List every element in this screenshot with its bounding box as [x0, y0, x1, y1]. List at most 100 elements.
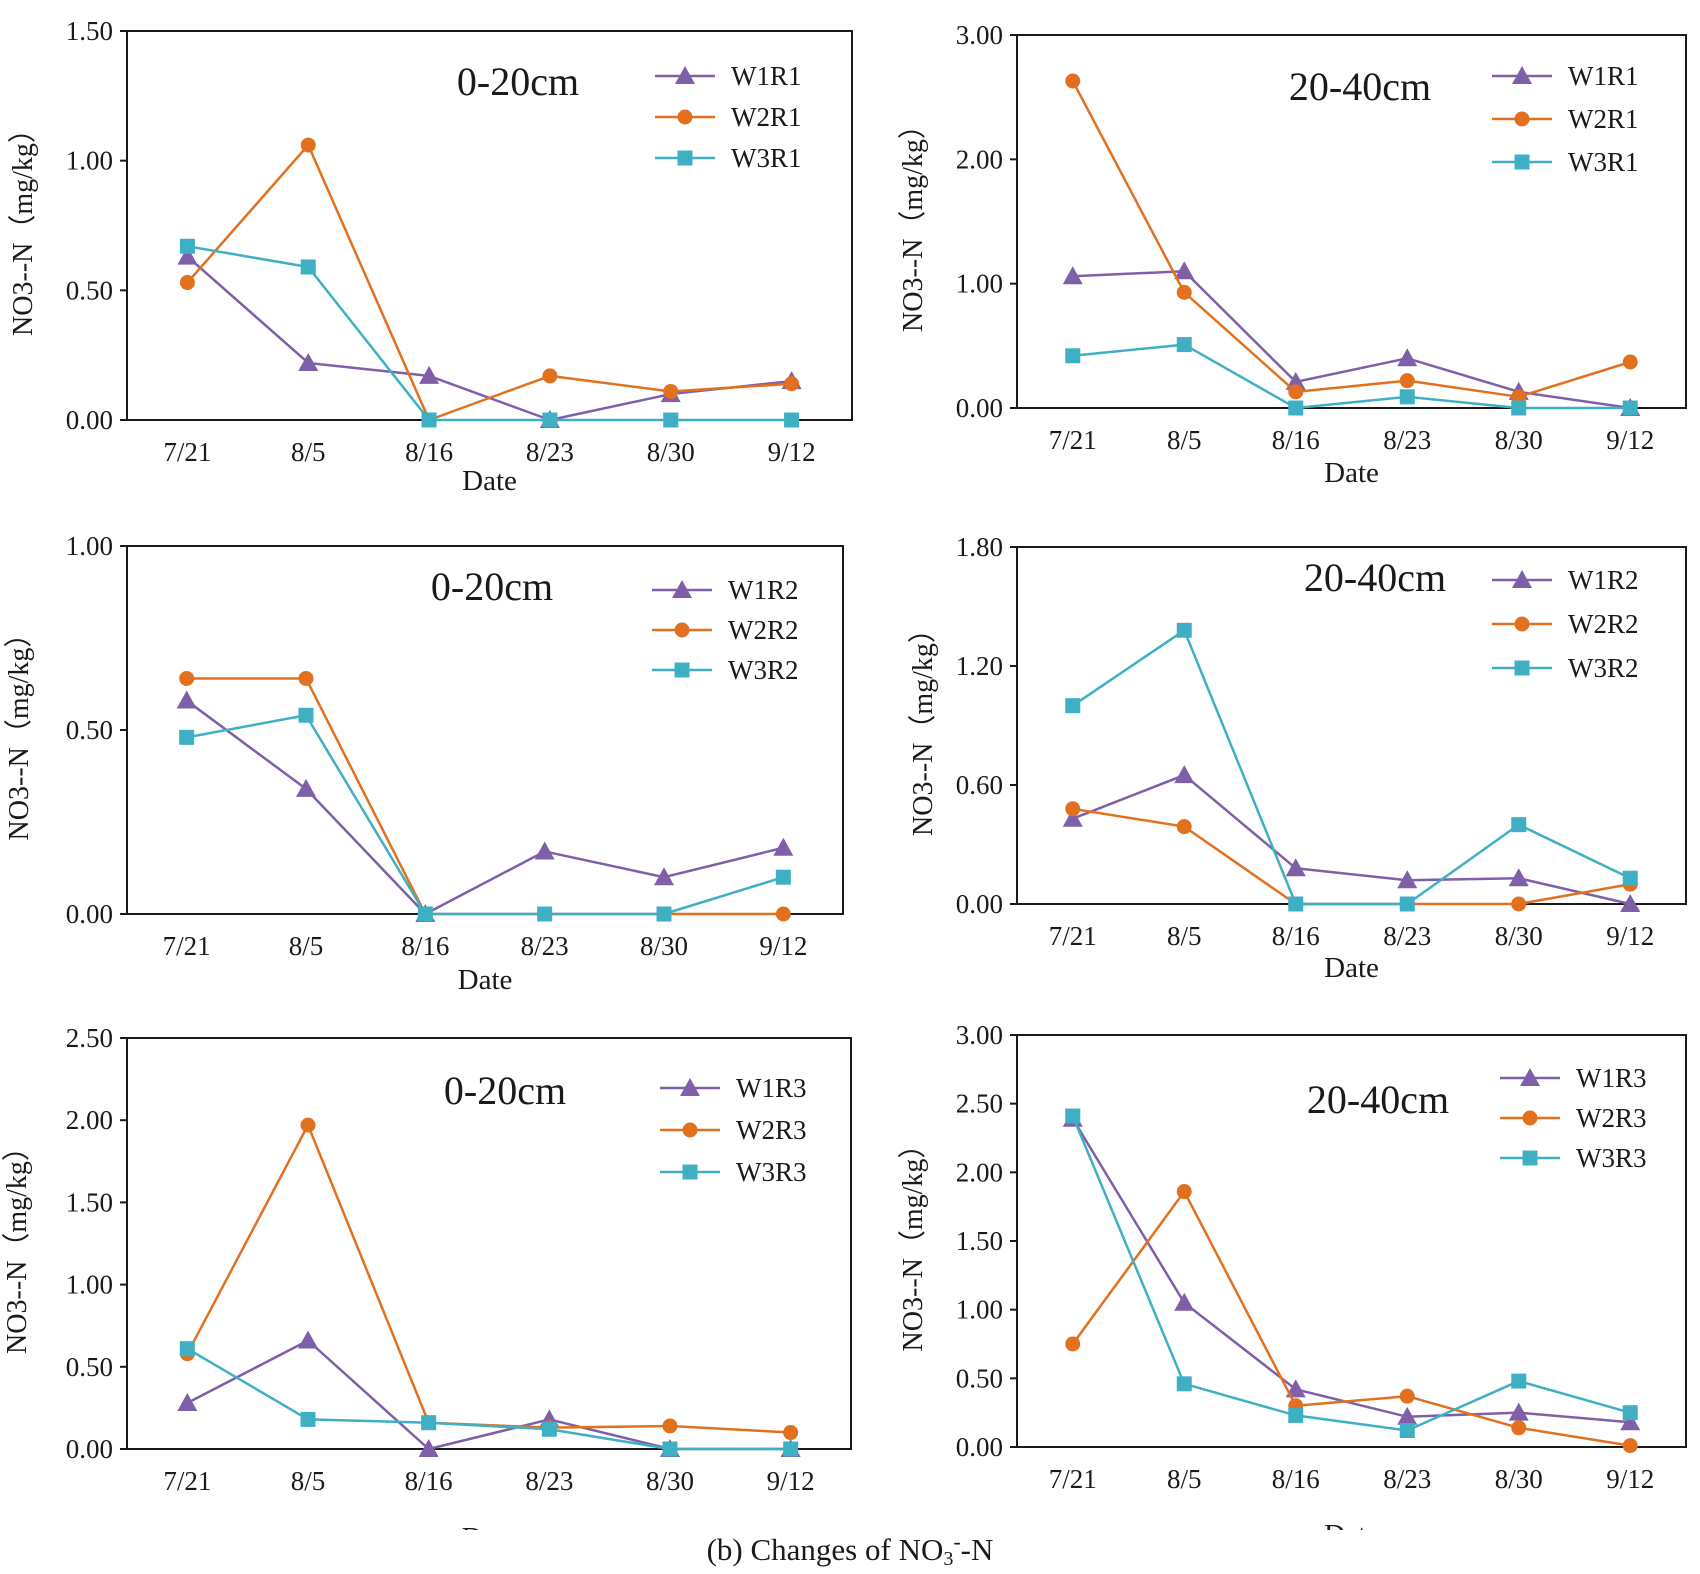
legend-marker	[677, 109, 693, 125]
y-tick-label: 1.00	[66, 146, 113, 176]
series-line-W3R3	[1071, 1115, 1631, 1432]
y-tick-label: 0.60	[956, 770, 1003, 800]
x-tick-label: 7/21	[163, 437, 211, 467]
data-point-W2R3-8-5	[1176, 1184, 1192, 1200]
series-line-W3R1	[1072, 343, 1631, 410]
series-line-W3R3	[186, 1347, 791, 1451]
data-point-W3R3-8-23	[1399, 1423, 1415, 1439]
data-point-W2R2-8-5	[1176, 819, 1192, 835]
data-point-W1R2-7-21	[1062, 808, 1083, 827]
legend-marker	[682, 1164, 698, 1180]
x-tick-label: 8/5	[1167, 1464, 1202, 1494]
data-point-W1R3-8-16	[1285, 1379, 1306, 1398]
y-tick-label: 2.00	[956, 1157, 1003, 1187]
legend-marker	[674, 622, 690, 638]
legend-marker	[675, 66, 695, 84]
legend-label-W3R3: W3R3	[736, 1157, 807, 1187]
data-point-W3R2-8-5	[298, 707, 314, 723]
x-tick-label: 9/12	[767, 1466, 815, 1496]
data-point-W3R2-8-16	[1288, 896, 1304, 912]
data-point-W2R1-8-16	[1288, 384, 1304, 400]
y-axis-label: NO3--N（mg/kg）	[3, 620, 35, 841]
data-point-W1R1-8-5	[1174, 261, 1195, 280]
x-axis-label: Date	[1324, 952, 1379, 984]
y-tick-label: 1.50	[956, 1226, 1003, 1256]
series-line-W1R3	[1071, 1118, 1631, 1424]
y-tick-label: 0.50	[956, 1363, 1003, 1393]
plot-area-frame	[1016, 34, 1687, 409]
data-point-W1R1-8-16	[1285, 371, 1306, 390]
legend-label-W1R2: W1R2	[728, 575, 799, 605]
data-point-W3R1-8-5	[1176, 337, 1192, 353]
x-tick-label: 8/30	[1495, 425, 1543, 455]
x-tick-label: 8/16	[1272, 425, 1320, 455]
y-tick-label: 0.00	[956, 1432, 1003, 1462]
data-point-W3R1-8-30	[663, 412, 679, 428]
x-tick-label: 8/23	[525, 1466, 573, 1496]
x-axis-label: Date	[1324, 457, 1379, 489]
y-axis-label: NO3--N（mg/kg）	[897, 111, 929, 332]
data-point-W3R2-8-16	[417, 906, 433, 922]
legend-marker	[1512, 570, 1532, 588]
legend-label-W1R1: W1R1	[731, 61, 802, 91]
data-point-W2R1-7-21	[179, 275, 195, 291]
panel-title: 20-40cm	[1289, 64, 1431, 109]
data-point-W3R3-7-21	[1065, 1108, 1081, 1124]
legend-marker	[1514, 616, 1530, 632]
data-point-W2R1-9-12	[784, 376, 800, 392]
data-point-W2R2-9-12	[775, 906, 791, 922]
y-tick-label: 3.00	[956, 1020, 1003, 1050]
y-tick-label: 1.00	[66, 531, 113, 561]
legend-label-W1R3: W1R3	[1576, 1063, 1647, 1093]
legend-marker	[677, 150, 693, 166]
data-point-W2R1-8-30	[663, 383, 679, 399]
data-point-W2R2-8-30	[1511, 896, 1527, 912]
data-point-W1R2-8-16	[1285, 858, 1306, 877]
data-point-W1R2-8-5	[296, 778, 316, 797]
data-point-W1R3-8-30	[1508, 1402, 1529, 1421]
x-tick-label: 7/21	[1049, 425, 1097, 455]
series-line-W3R2	[1072, 629, 1631, 906]
legend-marker	[680, 1078, 700, 1096]
legend-label-W1R3: W1R3	[736, 1073, 807, 1103]
x-tick-label: 8/16	[1272, 921, 1320, 951]
data-point-W3R2-8-23	[1399, 896, 1415, 912]
y-tick-label: 2.50	[66, 1023, 113, 1053]
data-point-W3R3-7-21	[179, 1341, 195, 1357]
data-point-W1R3-8-5	[1174, 1292, 1195, 1311]
panel-title: 20-40cm	[1307, 1077, 1449, 1122]
y-tick-label: 3.00	[956, 20, 1003, 50]
x-tick-label: 7/21	[163, 931, 211, 961]
legend-label-W3R2: W3R2	[1568, 653, 1639, 683]
legend-marker	[1514, 111, 1530, 127]
legend-label-W3R3: W3R3	[1576, 1143, 1647, 1173]
y-tick-label: 1.80	[956, 532, 1003, 562]
data-point-W3R1-8-23	[1399, 389, 1415, 405]
data-point-W2R3-9-12	[783, 1425, 799, 1441]
data-point-W3R1-7-21	[179, 238, 195, 254]
chart-panel-5: 0.00 0.50 1.00 1.50 2.00 2.50 7/21 8/5 8/16 8/23 8…	[1, 1023, 852, 1530]
legend-label-W2R2: W2R2	[728, 615, 799, 645]
panel-title: 0-20cm	[444, 1068, 566, 1113]
data-point-W2R3-7-21	[1065, 1336, 1081, 1352]
legend-label-W3R2: W3R2	[728, 655, 799, 685]
y-tick-label: 1.50	[66, 1187, 113, 1217]
x-tick-label: 8/16	[1272, 1464, 1320, 1494]
x-tick-label: 8/16	[401, 931, 449, 961]
data-point-W3R2-7-21	[179, 729, 195, 745]
legend-label-W2R1: W2R1	[731, 102, 802, 132]
data-point-W3R1-8-23	[542, 412, 558, 428]
data-point-W1R2-8-5	[1174, 765, 1195, 784]
data-point-W3R1-7-21	[1065, 348, 1081, 364]
legend-label-W2R3: W2R3	[736, 1115, 807, 1145]
data-point-W1R2-8-30	[654, 867, 674, 886]
x-tick-label: 7/21	[163, 1466, 211, 1496]
plot-area-frame	[1016, 546, 1687, 905]
data-point-W3R2-8-30	[1511, 817, 1527, 833]
x-tick-label: 8/5	[1167, 425, 1202, 455]
x-axis-label: Date	[462, 465, 517, 497]
x-tick-label: 8/30	[646, 1466, 694, 1496]
legend-marker	[682, 1122, 698, 1138]
data-point-W3R1-8-16	[421, 412, 437, 428]
y-tick-label: 2.00	[66, 1105, 113, 1135]
